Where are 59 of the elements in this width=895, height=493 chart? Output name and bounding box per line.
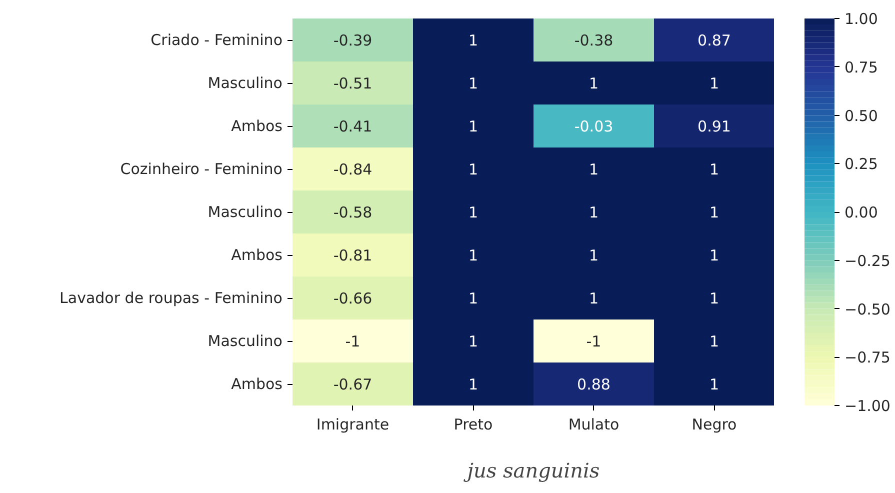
y-tick-label: Criado - Feminino [150,31,283,49]
data-label: -0.67 [333,376,372,394]
data-label: 1 [588,74,599,92]
y-tick-label: Cozinheiro - Feminino [120,160,283,178]
x-tick-label: Mulato [568,416,620,434]
data-label: 1 [588,290,599,308]
data-label: 1 [468,74,478,92]
data-label: 0.88 [577,376,610,394]
color-bar-label: 1.00 [844,10,878,28]
data-label: 1 [709,74,720,92]
x-tick-label: Preto [454,416,493,434]
data-label: -0.66 [333,290,372,308]
data-label: -0.38 [574,32,614,50]
color-bar-label: 0.50 [844,106,878,125]
data-label: 1 [588,204,599,222]
data-label: -0.51 [333,74,372,92]
data-label: -0.81 [333,246,372,264]
data-label: 1 [709,332,720,350]
data-label: 1 [709,160,720,178]
data-label: -1 [586,332,602,350]
data-label: 1 [588,160,599,178]
y-tick-label: Ambos [231,375,283,393]
data-label: 1 [709,246,720,264]
data-label: 1 [709,204,720,222]
y-tick-label: Masculino [208,203,283,221]
data-label: -1 [345,332,360,350]
data-label: 1 [709,376,720,394]
x-tick-label: Negro [692,416,737,434]
data-label: -0.41 [333,118,372,136]
data-label: 0.91 [698,118,731,136]
x-axis-title: jus sanguinis [463,458,600,482]
color-bar-label: 0.75 [844,58,878,76]
color-bar-label: 0.25 [844,155,878,174]
data-label: 1 [468,332,478,350]
y-tick-label: Ambos [231,246,283,264]
data-label: 1 [468,32,478,50]
data-label: 1 [468,246,478,264]
x-tick-label: Imigrante [316,416,390,434]
color-bar-label: −1.00 [844,397,890,415]
color-bar-label: −0.50 [844,300,890,318]
data-label: -0.03 [574,118,614,136]
data-label: 1 [468,118,478,136]
y-tick-label: Masculino [208,332,283,350]
y-tick-label: Ambos [231,117,283,135]
color-bar-label: −0.25 [844,252,890,270]
color-bar-label: 0.00 [844,204,878,222]
data-label: 0.87 [698,32,731,50]
data-label: -0.58 [333,204,372,222]
data-label: 1 [468,204,478,222]
data-label: 1 [588,246,599,264]
data-label: 1 [468,290,478,308]
data-label: -0.39 [333,32,372,50]
color-bar-label: −0.75 [844,348,890,367]
y-tick-label: Masculino [208,74,283,92]
y-tick-label: Lavador de roupas - Feminino [60,289,283,307]
data-label: 1 [468,160,478,178]
data-label: -0.84 [333,160,372,178]
data-label: 1 [709,290,720,308]
data-label: 1 [468,376,478,394]
